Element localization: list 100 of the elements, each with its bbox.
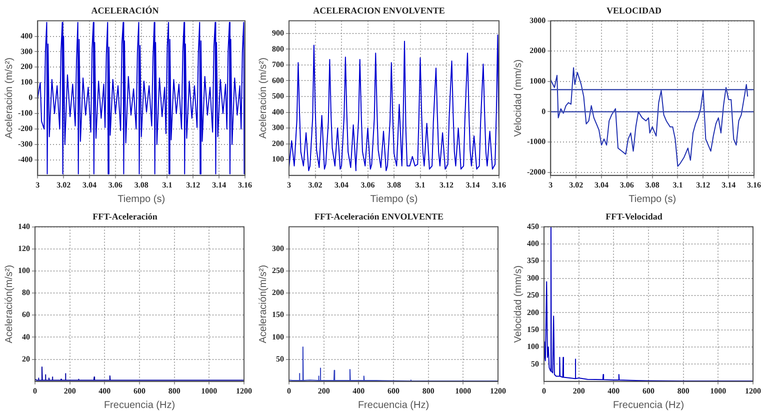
x-tick-label: 3.12 bbox=[440, 180, 454, 190]
y-tick-label: 150 bbox=[527, 324, 539, 334]
y-tick-label: -100 bbox=[18, 108, 33, 118]
x-tick-label: 3.16 bbox=[747, 180, 761, 190]
x-tick-label: 3.08 bbox=[645, 180, 660, 190]
y-tick-label: 350 bbox=[527, 256, 539, 266]
x-axis-title: Tiempo (s) bbox=[118, 194, 166, 205]
x-tick-label: 600 bbox=[642, 386, 654, 396]
y-tick-label: 700 bbox=[272, 60, 284, 70]
x-tick-label: 1200 bbox=[745, 386, 761, 396]
y-tick-label: 200 bbox=[272, 288, 284, 298]
y-tick-label: 100 bbox=[527, 342, 539, 352]
x-tick-label: 3.04 bbox=[334, 180, 348, 190]
x-tick-label: 3.16 bbox=[492, 180, 506, 190]
y-tick-label: 900 bbox=[272, 28, 284, 38]
x-tick-label: 600 bbox=[388, 386, 400, 396]
y-tick-label: -300 bbox=[18, 140, 33, 149]
chart-title: FFT-Velocidad bbox=[606, 212, 662, 222]
x-tick-label: 3.12 bbox=[696, 180, 710, 190]
x-axis-title: Tiempo (s) bbox=[628, 194, 676, 205]
x-axis-title: Frecuencia (Hz) bbox=[612, 400, 684, 411]
x-tick-label: 400 bbox=[608, 386, 620, 396]
x-tick-label: 1000 bbox=[201, 386, 218, 396]
x-tick-label: 200 bbox=[572, 386, 585, 396]
x-tick-label: 3.08 bbox=[387, 180, 401, 190]
x-tick-label: 400 bbox=[352, 386, 365, 396]
y-tick-label: 250 bbox=[272, 266, 284, 276]
y-tick-label: 80 bbox=[22, 288, 30, 298]
x-axis-title: Tiempo (s) bbox=[370, 194, 418, 205]
x-tick-label: 3.1 bbox=[415, 180, 426, 190]
y-tick-label: 120 bbox=[18, 244, 30, 253]
x-tick-label: 1000 bbox=[455, 386, 472, 396]
y-tick-label: 140 bbox=[18, 222, 30, 231]
y-axis-title: Aceleración (m/s²) bbox=[258, 58, 269, 139]
x-tick-label: 3.16 bbox=[238, 180, 252, 190]
x-tick-label: 3.1 bbox=[162, 180, 172, 190]
y-tick-label: 100 bbox=[272, 332, 284, 342]
y-tick-label: -200 bbox=[18, 124, 33, 134]
y-tick-label: 450 bbox=[527, 222, 539, 231]
y-tick-label: 500 bbox=[272, 92, 284, 101]
x-tick-label: 3.02 bbox=[56, 180, 71, 190]
y-axis-title: Velocidad (mm/s) bbox=[512, 265, 524, 343]
y-axis-title: Velocidad (mm/s) bbox=[512, 59, 524, 137]
x-tick-label: 3.12 bbox=[186, 180, 200, 190]
y-tick-label: 150 bbox=[272, 310, 284, 320]
y-tick-label: 100 bbox=[272, 154, 284, 164]
y-axis-title: Aceleración(m/s²) bbox=[4, 264, 15, 344]
x-tick-label: 3 bbox=[548, 180, 553, 190]
x-tick-label: 1000 bbox=[710, 386, 726, 396]
y-tick-label: 300 bbox=[272, 244, 284, 253]
y-tick-label: 300 bbox=[272, 123, 284, 132]
y-tick-label: 250 bbox=[527, 290, 539, 300]
x-tick-label: 3.06 bbox=[108, 180, 122, 190]
x-tick-label: 1200 bbox=[490, 386, 506, 396]
chart-title: ACELERACION ENVOLVENTE bbox=[313, 6, 445, 16]
x-tick-label: 800 bbox=[168, 386, 180, 396]
y-tick-label: 40 bbox=[22, 332, 30, 342]
y-tick-label: 400 bbox=[527, 239, 539, 248]
x-axis-title: Frecuencia (Hz) bbox=[104, 400, 176, 411]
y-tick-label: 400 bbox=[20, 31, 33, 40]
y-tick-label: 100 bbox=[20, 78, 33, 87]
x-tick-label: 3.02 bbox=[308, 180, 322, 190]
x-tick-label: 600 bbox=[134, 386, 146, 396]
y-tick-label: 400 bbox=[272, 107, 284, 116]
chart-title: FFT-Aceleración bbox=[92, 212, 158, 222]
x-tick-label: 3.02 bbox=[569, 180, 584, 190]
x-tick-label: 1200 bbox=[236, 386, 252, 396]
y-tick-label: 1000 bbox=[530, 76, 546, 86]
y-tick-label: -2000 bbox=[526, 167, 546, 176]
y-tick-label: 100 bbox=[18, 266, 30, 276]
y-tick-label: 200 bbox=[272, 138, 284, 148]
x-tick-label: 800 bbox=[422, 386, 434, 396]
x-axis-title: Frecuencia (Hz) bbox=[358, 400, 430, 411]
y-tick-label: 600 bbox=[272, 76, 284, 85]
x-tick-label: 0 bbox=[287, 386, 291, 396]
x-tick-label: 3.06 bbox=[360, 180, 375, 190]
y-tick-label: 800 bbox=[272, 44, 284, 54]
y-axis-title: Aceleración (m/s²) bbox=[4, 58, 15, 139]
chart-title: FFT-Aceleración ENVOLVENTE bbox=[314, 212, 444, 222]
chart-title: ACELERACIÓN bbox=[91, 6, 160, 16]
x-tick-label: 3.14 bbox=[722, 180, 736, 190]
y-axis-title: Aceleración(m/s²) bbox=[258, 264, 269, 344]
x-tick-label: 3.14 bbox=[466, 180, 480, 190]
y-tick-label: 300 bbox=[20, 46, 33, 56]
y-tick-label: 60 bbox=[22, 310, 30, 320]
x-tick-label: 200 bbox=[64, 386, 76, 396]
x-tick-label: 3.08 bbox=[134, 180, 148, 190]
y-tick-label: 300 bbox=[527, 273, 539, 282]
y-tick-label: 2000 bbox=[530, 46, 546, 56]
y-tick-label: 0 bbox=[542, 106, 546, 116]
chart-title: VELOCIDAD bbox=[606, 6, 662, 16]
y-tick-label: -1000 bbox=[526, 137, 546, 146]
y-tick-label: 50 bbox=[276, 354, 284, 364]
x-tick-label: 3.1 bbox=[672, 180, 683, 190]
y-tick-label: 50 bbox=[531, 359, 539, 368]
y-tick-label: 3000 bbox=[530, 16, 546, 25]
x-tick-label: 3.04 bbox=[82, 180, 96, 190]
y-tick-label: 20 bbox=[22, 354, 30, 364]
y-tick-label: 0 bbox=[28, 93, 33, 102]
x-tick-label: 3 bbox=[36, 180, 40, 190]
